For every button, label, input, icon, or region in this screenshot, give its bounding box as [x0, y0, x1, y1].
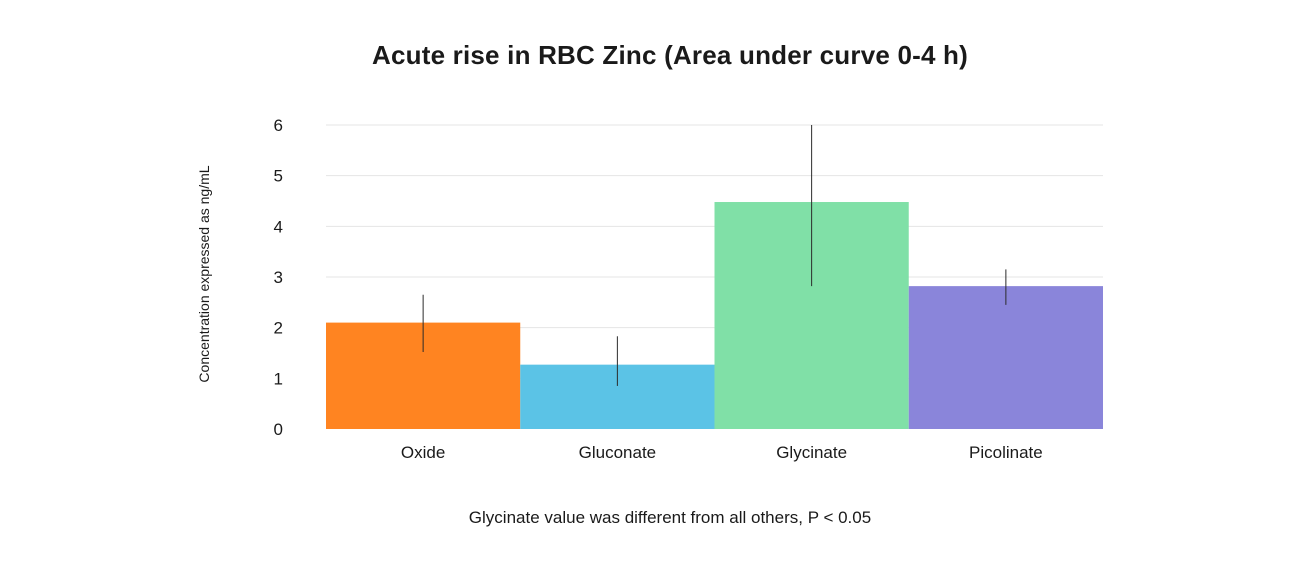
y-axis-ticks: 0 1 2 3 4 5 6 — [274, 116, 283, 439]
x-category-label: Gluconate — [579, 443, 657, 462]
bar-picolinate — [908, 286, 1103, 429]
x-axis-categories: Oxide Gluconate Glycinate Picolinate — [401, 443, 1043, 462]
y-tick-label: 4 — [274, 217, 283, 236]
chart-title: Acute rise in RBC Zinc (Area under curve… — [372, 40, 968, 70]
bars — [326, 202, 1103, 429]
y-tick-label: 5 — [274, 167, 283, 186]
significance-note: Glycinate value was different from all o… — [468, 508, 872, 527]
y-tick-label: 1 — [274, 369, 283, 388]
x-category-label: Oxide — [401, 443, 445, 462]
y-axis-title: Concentration expressed as ng/mL — [196, 165, 212, 382]
y-tick-label: 0 — [274, 420, 283, 439]
y-tick-label: 3 — [274, 268, 283, 287]
error-bars — [422, 125, 1007, 386]
y-tick-label: 6 — [274, 116, 283, 135]
x-category-label: Picolinate — [969, 443, 1043, 462]
y-tick-label: 2 — [274, 319, 283, 338]
x-category-label: Glycinate — [776, 443, 847, 462]
